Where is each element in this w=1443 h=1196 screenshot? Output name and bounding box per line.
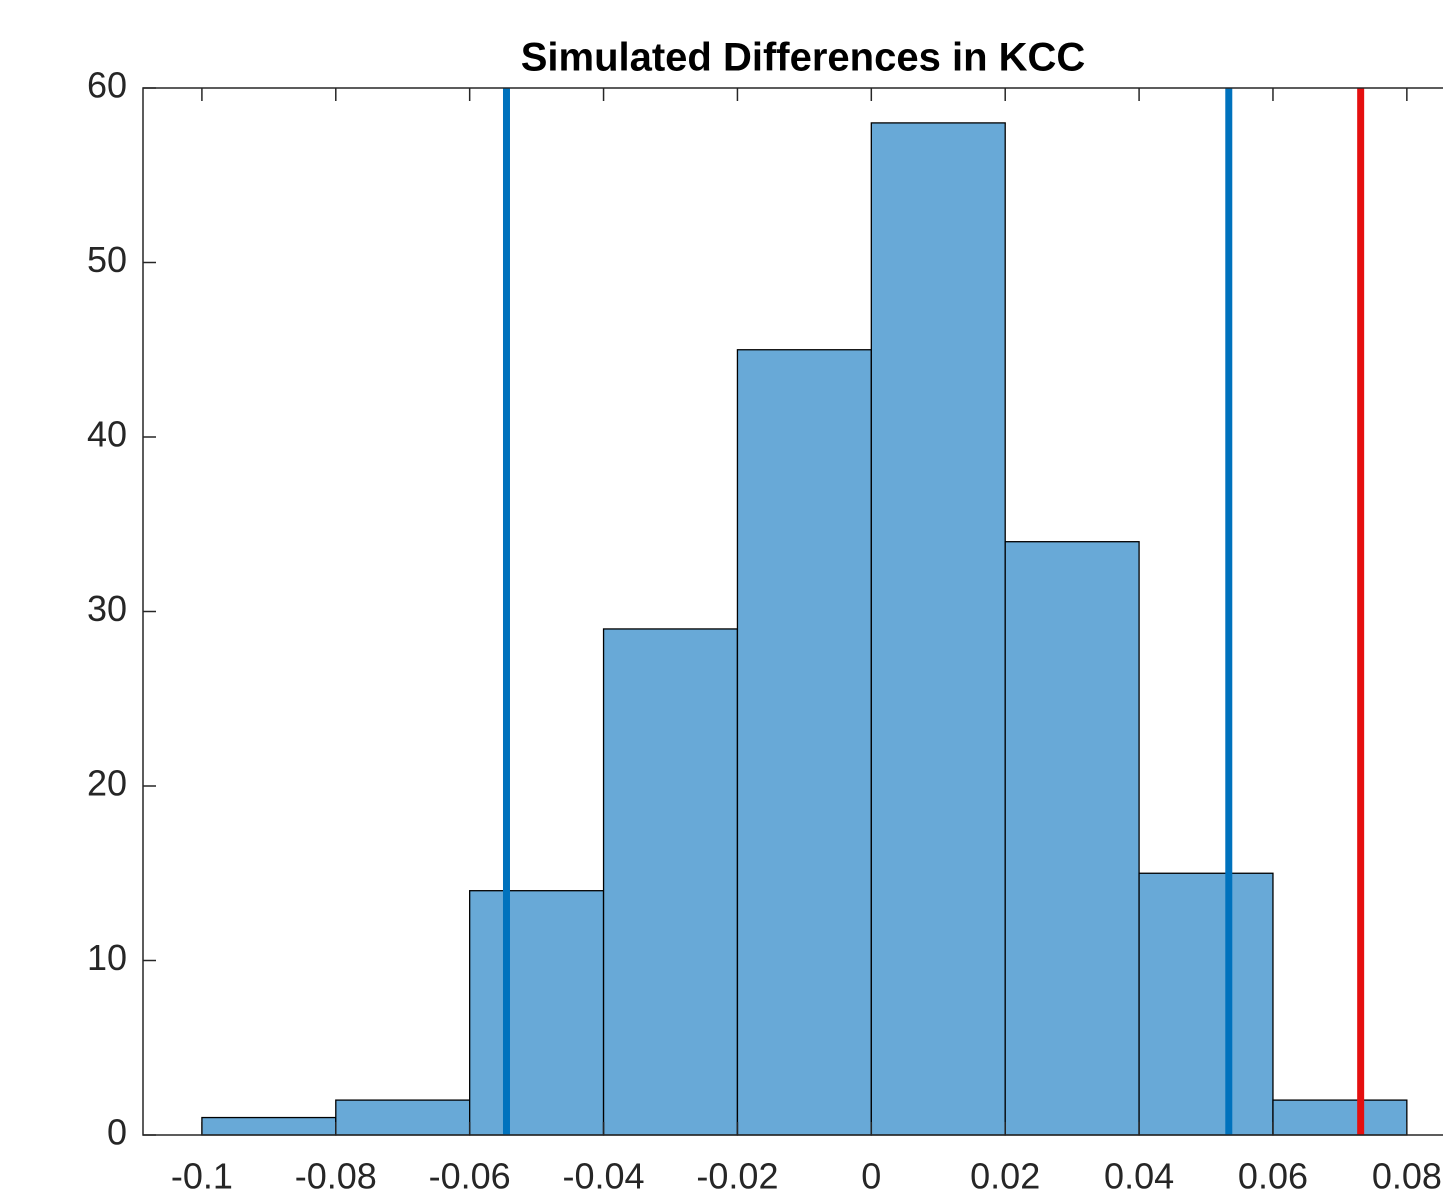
y-tick-label: 0 bbox=[107, 1112, 127, 1153]
y-tick-label: 40 bbox=[87, 414, 127, 455]
y-tick-label: 50 bbox=[87, 239, 127, 280]
y-tick-label: 10 bbox=[87, 937, 127, 978]
bar bbox=[870, 122, 1006, 1136]
x-tick-label: -0.1 bbox=[171, 1156, 233, 1196]
x-tick-label: -0.04 bbox=[563, 1156, 645, 1196]
bar bbox=[1004, 541, 1140, 1136]
x-tick-label: 0.02 bbox=[970, 1156, 1040, 1196]
bar bbox=[1272, 1099, 1408, 1136]
x-tick-label: -0.06 bbox=[429, 1156, 511, 1196]
y-tick-label: 30 bbox=[87, 588, 127, 629]
x-tick-label: -0.08 bbox=[295, 1156, 377, 1196]
x-tick-label: 0.08 bbox=[1372, 1156, 1442, 1196]
bar bbox=[469, 890, 605, 1136]
x-tick-label: 0 bbox=[861, 1156, 881, 1196]
bar bbox=[201, 1116, 337, 1136]
x-tick-label: -0.02 bbox=[696, 1156, 778, 1196]
x-tick-label: 0.06 bbox=[1238, 1156, 1308, 1196]
y-tick-label: 60 bbox=[87, 65, 127, 106]
bar bbox=[1138, 872, 1274, 1136]
y-tick-label: 20 bbox=[87, 763, 127, 804]
x-tick-label: 0.04 bbox=[1104, 1156, 1174, 1196]
bar bbox=[335, 1099, 471, 1136]
bar bbox=[736, 349, 872, 1136]
bar bbox=[602, 628, 739, 1136]
chart-title: Simulated Differences in KCC bbox=[521, 36, 1086, 80]
